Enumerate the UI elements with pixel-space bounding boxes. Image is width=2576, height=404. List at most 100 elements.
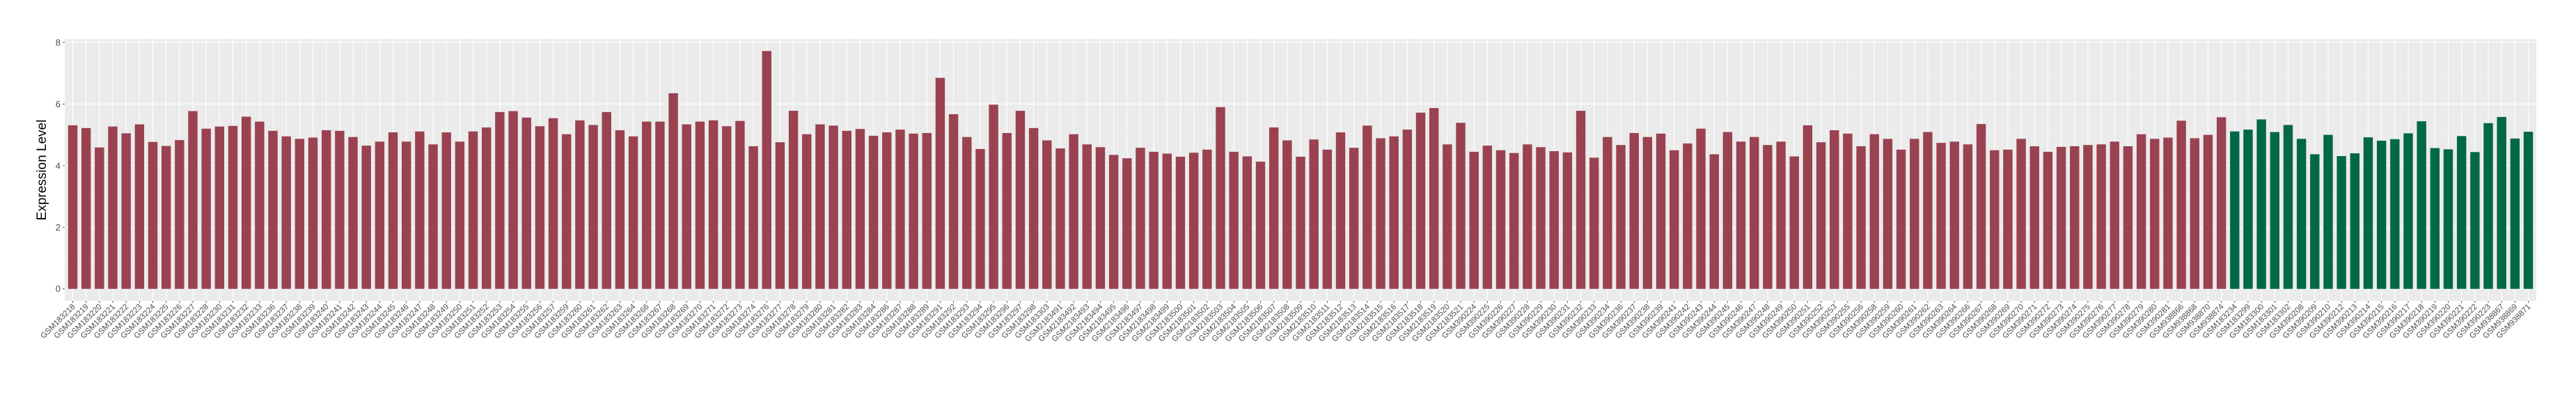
bar-GSM390215 — [2376, 140, 2387, 289]
bar-GSM390259 — [1883, 139, 1893, 289]
bar-GSM183269 — [682, 124, 691, 289]
bar-GSM390241 — [1670, 150, 1679, 289]
bar-GSM390229 — [1536, 147, 1546, 289]
bar-GSM183221 — [108, 126, 118, 289]
bar-GSM183230 — [214, 126, 225, 289]
bar-GSM390208 — [2296, 139, 2307, 289]
bar-GSM183293 — [962, 137, 972, 289]
bar-GSM183228 — [201, 128, 211, 289]
bar-GSM183239 — [308, 137, 318, 289]
bar-GSM183263 — [615, 130, 625, 289]
bar-GSM390268 — [1990, 150, 2000, 289]
bar-GSM390230 — [1549, 151, 1559, 289]
bar-GSM183289 — [922, 132, 932, 289]
bar-GSM2183506 — [1255, 162, 1266, 289]
bar-GSM2183500 — [1175, 156, 1186, 289]
bar-GSM2183492 — [1069, 134, 1078, 289]
bar-GSM390274 — [2070, 146, 2080, 289]
bar-GSM390281 — [2163, 137, 2173, 289]
bar-GSM183259 — [562, 134, 572, 289]
bar-GSM183278 — [788, 111, 799, 289]
bar-GSM183287 — [895, 130, 905, 289]
bar-GSM183253 — [495, 111, 505, 289]
bar-GSM183248 — [428, 144, 438, 289]
bar-GSM183223 — [134, 124, 145, 289]
bar-GSM183276 — [762, 51, 771, 289]
bar-GSM183280 — [815, 124, 825, 289]
bar-GSM183300 — [2256, 119, 2266, 289]
bar-GSM2183515 — [1376, 138, 1385, 289]
bar-GSM183266 — [642, 121, 652, 289]
bar-GSM2183508 — [1282, 140, 1292, 289]
y-axis: 0 2 4 6 8 — [56, 37, 65, 294]
x-axis: GSM183218GSM183219GSM183220GSM183221GSM1… — [39, 301, 2533, 343]
bar-GSM183288 — [909, 133, 918, 289]
bar-GSM390276 — [2096, 144, 2106, 289]
bar-GSM183284 — [868, 135, 879, 289]
bar-GSM183224 — [148, 141, 158, 289]
bar-GSM390270 — [2016, 139, 2026, 289]
bar-GSM183279 — [802, 134, 812, 289]
bar-GSM183262 — [602, 111, 611, 289]
bar-GSM2183509 — [1296, 156, 1305, 289]
bar-GSM183256 — [535, 126, 545, 289]
bar-GSM390221 — [2456, 136, 2467, 289]
bar-GSM390245 — [1722, 132, 1733, 289]
bar-GSM390216 — [2390, 139, 2400, 289]
bar-GSM183291 — [935, 77, 945, 289]
bar-GSM390226 — [1495, 150, 1506, 289]
bar-GSM2183499 — [1162, 153, 1172, 289]
bar-GSM183252 — [482, 127, 492, 289]
bar-GSM390227 — [1509, 153, 1519, 289]
bar-GSM2183502 — [1202, 149, 1212, 289]
bar-GSM390232 — [1576, 111, 1586, 289]
bar-GSM183246 — [402, 141, 411, 289]
bar-GSM390279 — [2136, 134, 2146, 289]
bar-GSM938869 — [2510, 138, 2520, 289]
bar-GSM390256 — [1856, 146, 1866, 289]
bar-GSM390214 — [2363, 137, 2373, 289]
bar-GSM183286 — [882, 132, 892, 289]
bars — [68, 51, 2534, 289]
bar-GSM183295 — [989, 104, 998, 289]
bar-GSM2183505 — [1242, 156, 1252, 289]
bar-GSM183283 — [855, 129, 865, 289]
bar-GSM183273 — [735, 121, 745, 289]
bar-GSM390249 — [1776, 141, 1786, 289]
bar-GSM2183520 — [1443, 144, 1452, 289]
bar-GSM2183514 — [1362, 125, 1372, 289]
bar-GSM183247 — [415, 131, 425, 289]
bar-GSM390263 — [1936, 143, 1946, 289]
y-tick-label: 0 — [56, 283, 61, 294]
bar-GSM2183503 — [1216, 107, 1225, 289]
bar-GSM183218 — [68, 125, 78, 289]
bar-GSM390213 — [2350, 153, 2360, 289]
y-tick-label: 2 — [56, 222, 61, 233]
bar-GSM390212 — [2337, 156, 2346, 289]
bar-GSM938867 — [2497, 116, 2506, 289]
bar-GSM183220 — [95, 147, 104, 289]
bar-GSM2183507 — [1269, 127, 1279, 289]
bar-GSM390258 — [1869, 134, 1879, 289]
bar-GSM2183491 — [1055, 148, 1065, 289]
bar-GSM390261 — [1910, 139, 1919, 289]
bar-GSM390222 — [2470, 152, 2480, 289]
bar-GSM390219 — [2430, 148, 2440, 289]
bar-GSM390272 — [2043, 151, 2053, 289]
y-tick-label: 4 — [56, 160, 61, 171]
bar-GSM390236 — [1616, 145, 1626, 289]
bar-GSM2183510 — [1309, 139, 1319, 289]
bar-GSM183282 — [842, 130, 851, 289]
bar-GSM2183511 — [1322, 149, 1333, 289]
bar-GSM183301 — [2270, 132, 2280, 289]
bar-GSM183298 — [1028, 127, 1039, 289]
bar-GSM390234 — [1603, 137, 1612, 289]
bar-GSM183250 — [455, 141, 465, 289]
bar-GSM2183512 — [1335, 132, 1346, 289]
bar-GSM183274 — [748, 146, 758, 289]
bar-GSM183231 — [228, 125, 238, 289]
bar-GSM183270 — [695, 121, 705, 289]
bar-GSM390218 — [2417, 121, 2426, 289]
bar-GSM183264 — [628, 136, 638, 289]
bar-GSM183225 — [161, 146, 171, 289]
